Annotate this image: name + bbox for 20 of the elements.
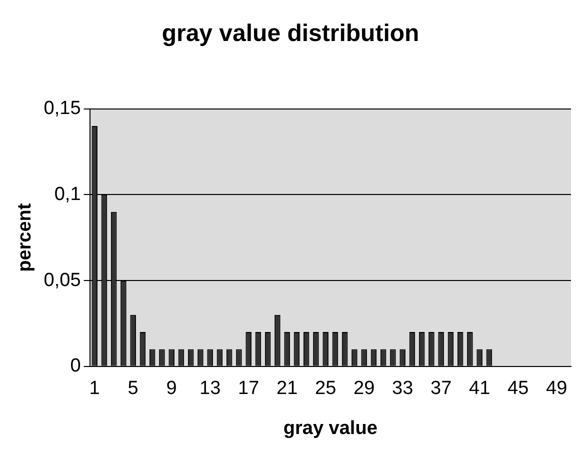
x-tick-label: 49 bbox=[546, 378, 568, 400]
x-tick-label: 33 bbox=[392, 378, 414, 400]
chart-title: gray value distribution bbox=[162, 20, 420, 48]
y-tick-label: 0,15 bbox=[44, 98, 81, 120]
x-tick-label: 25 bbox=[315, 378, 336, 400]
y-tick-label: 0,05 bbox=[44, 270, 81, 291]
x-tick-label: 21 bbox=[276, 378, 298, 400]
x-tick-label: 5 bbox=[128, 378, 138, 400]
x-tick-label: 13 bbox=[200, 378, 221, 400]
x-tick-label: 37 bbox=[430, 378, 452, 400]
y-tick-label: 0 bbox=[70, 356, 81, 377]
y-tick-label: 0,1 bbox=[54, 184, 81, 205]
x-tick-label: 1 bbox=[89, 378, 100, 400]
x-axis-title: gray value bbox=[283, 418, 378, 439]
x-tick-label: 29 bbox=[354, 378, 375, 400]
x-tick-label: 9 bbox=[166, 378, 177, 400]
x-tick-label: 41 bbox=[469, 378, 490, 400]
x-tick-label: 17 bbox=[238, 378, 260, 400]
x-tick-label: 45 bbox=[507, 378, 529, 400]
y-axis-title: percent bbox=[14, 202, 36, 272]
